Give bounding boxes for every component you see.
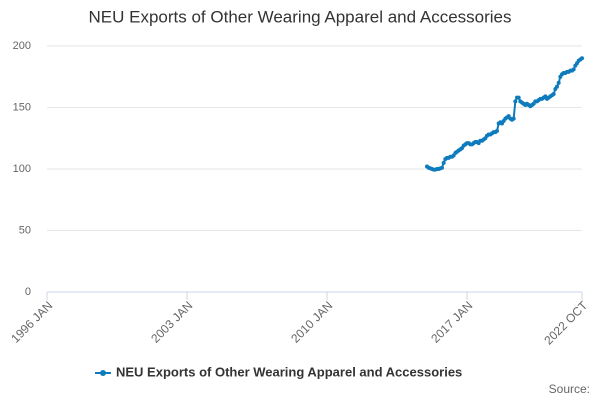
chart-title: NEU Exports of Other Wearing Apparel and… xyxy=(89,7,512,26)
data-point xyxy=(551,91,556,96)
data-point xyxy=(513,99,518,104)
data-point xyxy=(580,56,584,61)
source: Source: xyxy=(549,382,590,396)
legend-label: NEU Exports of Other Wearing Apparel and… xyxy=(116,364,462,379)
y-tick-label: 100 xyxy=(13,163,31,175)
x-tick-label: 2022 OCT xyxy=(541,298,591,348)
x-tick-label: 2010 JAN xyxy=(288,298,335,345)
data-point xyxy=(440,165,444,170)
data-point xyxy=(556,80,561,85)
data-point xyxy=(511,116,516,121)
data-point xyxy=(516,95,521,100)
data-point xyxy=(495,128,499,133)
legend-marker xyxy=(100,370,106,376)
y-tick-label: 0 xyxy=(25,286,31,298)
x-tick-label: 2017 JAN xyxy=(428,298,475,345)
data-point xyxy=(571,67,576,72)
x-tick-label: 2003 JAN xyxy=(148,298,195,345)
data-point xyxy=(555,84,559,89)
y-tick-label: 150 xyxy=(13,101,31,113)
y-tick-label: 200 xyxy=(13,40,31,52)
x-tick-label: 1996 JAN xyxy=(8,298,55,345)
data-point xyxy=(441,160,446,165)
y-tick-label: 50 xyxy=(19,224,31,236)
series-line xyxy=(426,57,583,171)
